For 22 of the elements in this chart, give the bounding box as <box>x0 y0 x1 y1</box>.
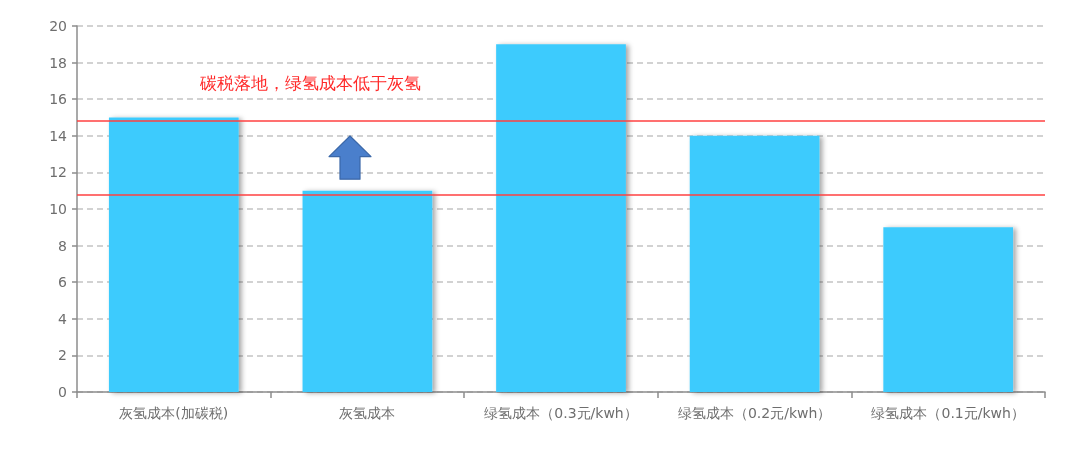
y-tick-label: 12 <box>49 164 67 181</box>
y-tick-label: 20 <box>49 18 67 34</box>
bar <box>689 135 820 392</box>
y-tick-label: 16 <box>49 91 68 108</box>
annotation: 碳税落地，绿氢成本低于灰氢 <box>199 72 421 93</box>
x-tick-label: 绿氢成本（0.1元/kwh） <box>871 405 1025 421</box>
y-tick-label: 8 <box>58 237 67 254</box>
y-tick-label: 0 <box>58 384 67 400</box>
y-tick-label: 2 <box>58 347 67 364</box>
x-tick-label: 绿氢成本（0.3元/kwh） <box>484 405 638 421</box>
bar <box>496 44 626 392</box>
y-tick-label: 6 <box>58 274 68 291</box>
x-tick-label: 灰氢成本 <box>339 405 396 421</box>
y-tick-label: 10 <box>49 201 67 217</box>
y-tick-label: 14 <box>49 127 68 144</box>
bar <box>302 190 433 392</box>
bar <box>108 117 239 392</box>
y-tick-label: 18 <box>49 54 67 71</box>
bar <box>883 227 1014 392</box>
x-tick-label: 灰氢成本(加碳税) <box>119 405 229 421</box>
x-tick-label: 绿氢成本（0.2元/kwh） <box>677 405 832 421</box>
y-tick-label: 4 <box>58 310 68 327</box>
